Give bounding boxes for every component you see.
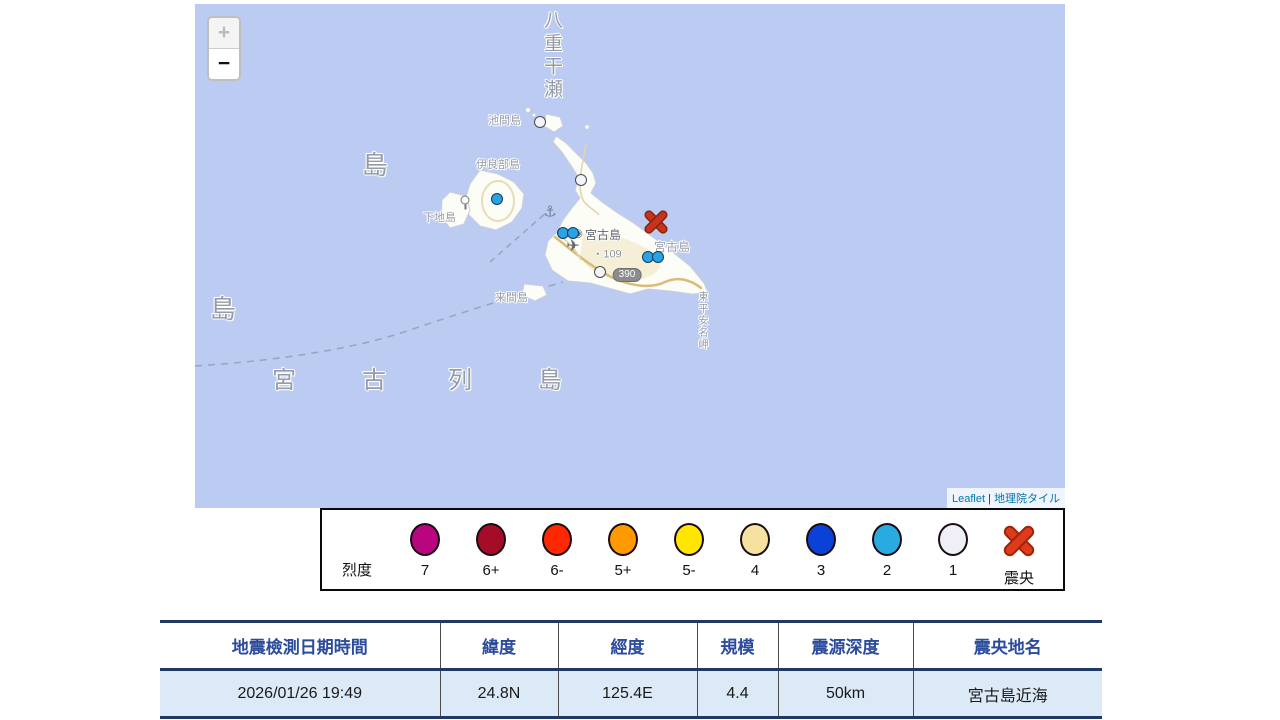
intensity-circle-icon bbox=[410, 523, 440, 556]
table-row: 2026/01/26 19:49 24.8N 125.4E 4.4 50km 宮古島近海 bbox=[160, 669, 1102, 718]
legend-item-label: 6- bbox=[550, 562, 564, 579]
table-header-cell: 緯度 bbox=[439, 621, 558, 671]
table-header-cell: 規模 bbox=[696, 621, 778, 671]
road-map-icon: 390 bbox=[612, 268, 642, 282]
intensity-circle-icon bbox=[872, 523, 902, 556]
epicenter-x-icon bbox=[1002, 524, 1036, 558]
zoom-out-button[interactable]: − bbox=[209, 48, 239, 79]
map-place-label: 宮古島 bbox=[654, 240, 691, 254]
map-place-label: 列 bbox=[448, 367, 472, 394]
office-map-icon bbox=[460, 195, 470, 210]
map-place-label: 伊良部島 bbox=[476, 159, 520, 171]
map-tiles bbox=[195, 4, 1065, 508]
table-data-cell: 宮古島近海 bbox=[912, 669, 1102, 718]
table-data-cell: 125.4E bbox=[557, 669, 697, 718]
table-header-cell: 地震檢測日期時間 bbox=[160, 621, 440, 671]
map-place-label: 宮 bbox=[272, 367, 296, 394]
table-data-cell: 50km bbox=[777, 669, 913, 718]
legend-item-7: 7 bbox=[392, 510, 458, 589]
legend-item-5+: 5+ bbox=[590, 510, 656, 589]
table-data-cell: 2026/01/26 19:49 bbox=[160, 669, 440, 718]
intensity-circle-icon bbox=[476, 523, 506, 556]
intensity-2-marker[interactable] bbox=[652, 251, 664, 263]
legend-item-label: 1 bbox=[948, 562, 958, 579]
table-header-cell: 震源深度 bbox=[777, 621, 913, 671]
table-data-cell: 4.4 bbox=[696, 669, 778, 718]
intensity-legend: 烈度 7 6+ 6- 5+ 5- 4 3 2 1 震央 bbox=[320, 508, 1065, 591]
map-place-label: 下地島 bbox=[423, 212, 456, 224]
anchor-map-icon: ⚓ bbox=[543, 203, 557, 221]
tiles-link[interactable]: 地理院タイル bbox=[994, 493, 1060, 505]
intensity-2-marker[interactable] bbox=[567, 227, 579, 239]
legend-item-label: 6+ bbox=[482, 562, 500, 579]
map-place-label: 東平安名岬 bbox=[696, 291, 707, 351]
legend-item-label: 5+ bbox=[614, 562, 632, 579]
table-header-row: 地震檢測日期時間 緯度 經度 規模 震源深度 震央地名 bbox=[160, 621, 1102, 671]
table-data-cell: 24.8N bbox=[439, 669, 558, 718]
legend-item-2: 2 bbox=[854, 510, 920, 589]
legend-item-label: 7 bbox=[420, 562, 430, 579]
map-attribution: Leaflet | 地理院タイル bbox=[946, 488, 1065, 508]
plane-map-icon: ✈ bbox=[566, 238, 580, 255]
intensity-circle-icon bbox=[740, 523, 770, 556]
zoom-in-button[interactable]: + bbox=[209, 18, 239, 48]
map-place-label: 八重干瀬 bbox=[541, 10, 562, 102]
intensity-circle-icon bbox=[806, 523, 836, 556]
intensity-circle-icon bbox=[542, 523, 572, 556]
earthquake-table: 地震檢測日期時間 緯度 經度 規模 震源深度 震央地名 2026/01/26 19:49 2… bbox=[160, 620, 1102, 719]
legend-item-4: 4 bbox=[722, 510, 788, 589]
map-place-label: 宮古島 bbox=[585, 228, 622, 242]
epicenter-marker[interactable] bbox=[645, 211, 667, 233]
legend-item-label: 震央 bbox=[1003, 570, 1034, 587]
legend-item-label: 4 bbox=[750, 562, 760, 579]
intensity-1-marker[interactable] bbox=[575, 174, 587, 186]
intensity-1-marker[interactable] bbox=[594, 266, 606, 278]
map-place-label: 島 bbox=[362, 150, 389, 180]
legend-item-震央: 震央 bbox=[986, 510, 1052, 589]
attribution-separator: | bbox=[988, 493, 991, 505]
map-place-label: 島 bbox=[538, 367, 562, 394]
legend-item-label: 3 bbox=[816, 562, 826, 579]
intensity-2-marker[interactable] bbox=[491, 193, 503, 205]
leaflet-link[interactable]: Leaflet bbox=[951, 493, 986, 505]
legend-items: 7 6+ 6- 5+ 5- 4 3 2 1 震央 bbox=[392, 510, 1063, 589]
legend-item-1: 1 bbox=[920, 510, 986, 589]
legend-item-6-: 6- bbox=[524, 510, 590, 589]
legend-item-5-: 5- bbox=[656, 510, 722, 589]
legend-item-label: 2 bbox=[882, 562, 892, 579]
elev-map-icon: ・109 bbox=[592, 248, 622, 261]
intensity-1-marker[interactable] bbox=[534, 116, 546, 128]
intensity-circle-icon bbox=[608, 523, 638, 556]
legend-item-label: 5- bbox=[682, 562, 696, 579]
legend-item-3: 3 bbox=[788, 510, 854, 589]
leaflet-map[interactable]: + − 八重干瀬 池間島 伊良部島 下地島 宮古島 宮古島 来間島 東平安名岬島島宮古列島 ⚓… bbox=[195, 4, 1065, 508]
map-place-label: 来間島 bbox=[495, 292, 528, 304]
map-place-label: 池間島 bbox=[488, 115, 521, 127]
intensity-circle-icon bbox=[674, 523, 704, 556]
map-place-label: 島 bbox=[210, 294, 237, 324]
table-header-cell: 經度 bbox=[557, 621, 697, 671]
zoom-control: + − bbox=[207, 16, 241, 81]
legend-title: 烈度 bbox=[341, 562, 372, 579]
map-place-label: 古 bbox=[362, 367, 386, 394]
legend-item-6+: 6+ bbox=[458, 510, 524, 589]
intensity-circle-icon bbox=[938, 523, 968, 556]
table-header-cell: 震央地名 bbox=[912, 621, 1102, 671]
